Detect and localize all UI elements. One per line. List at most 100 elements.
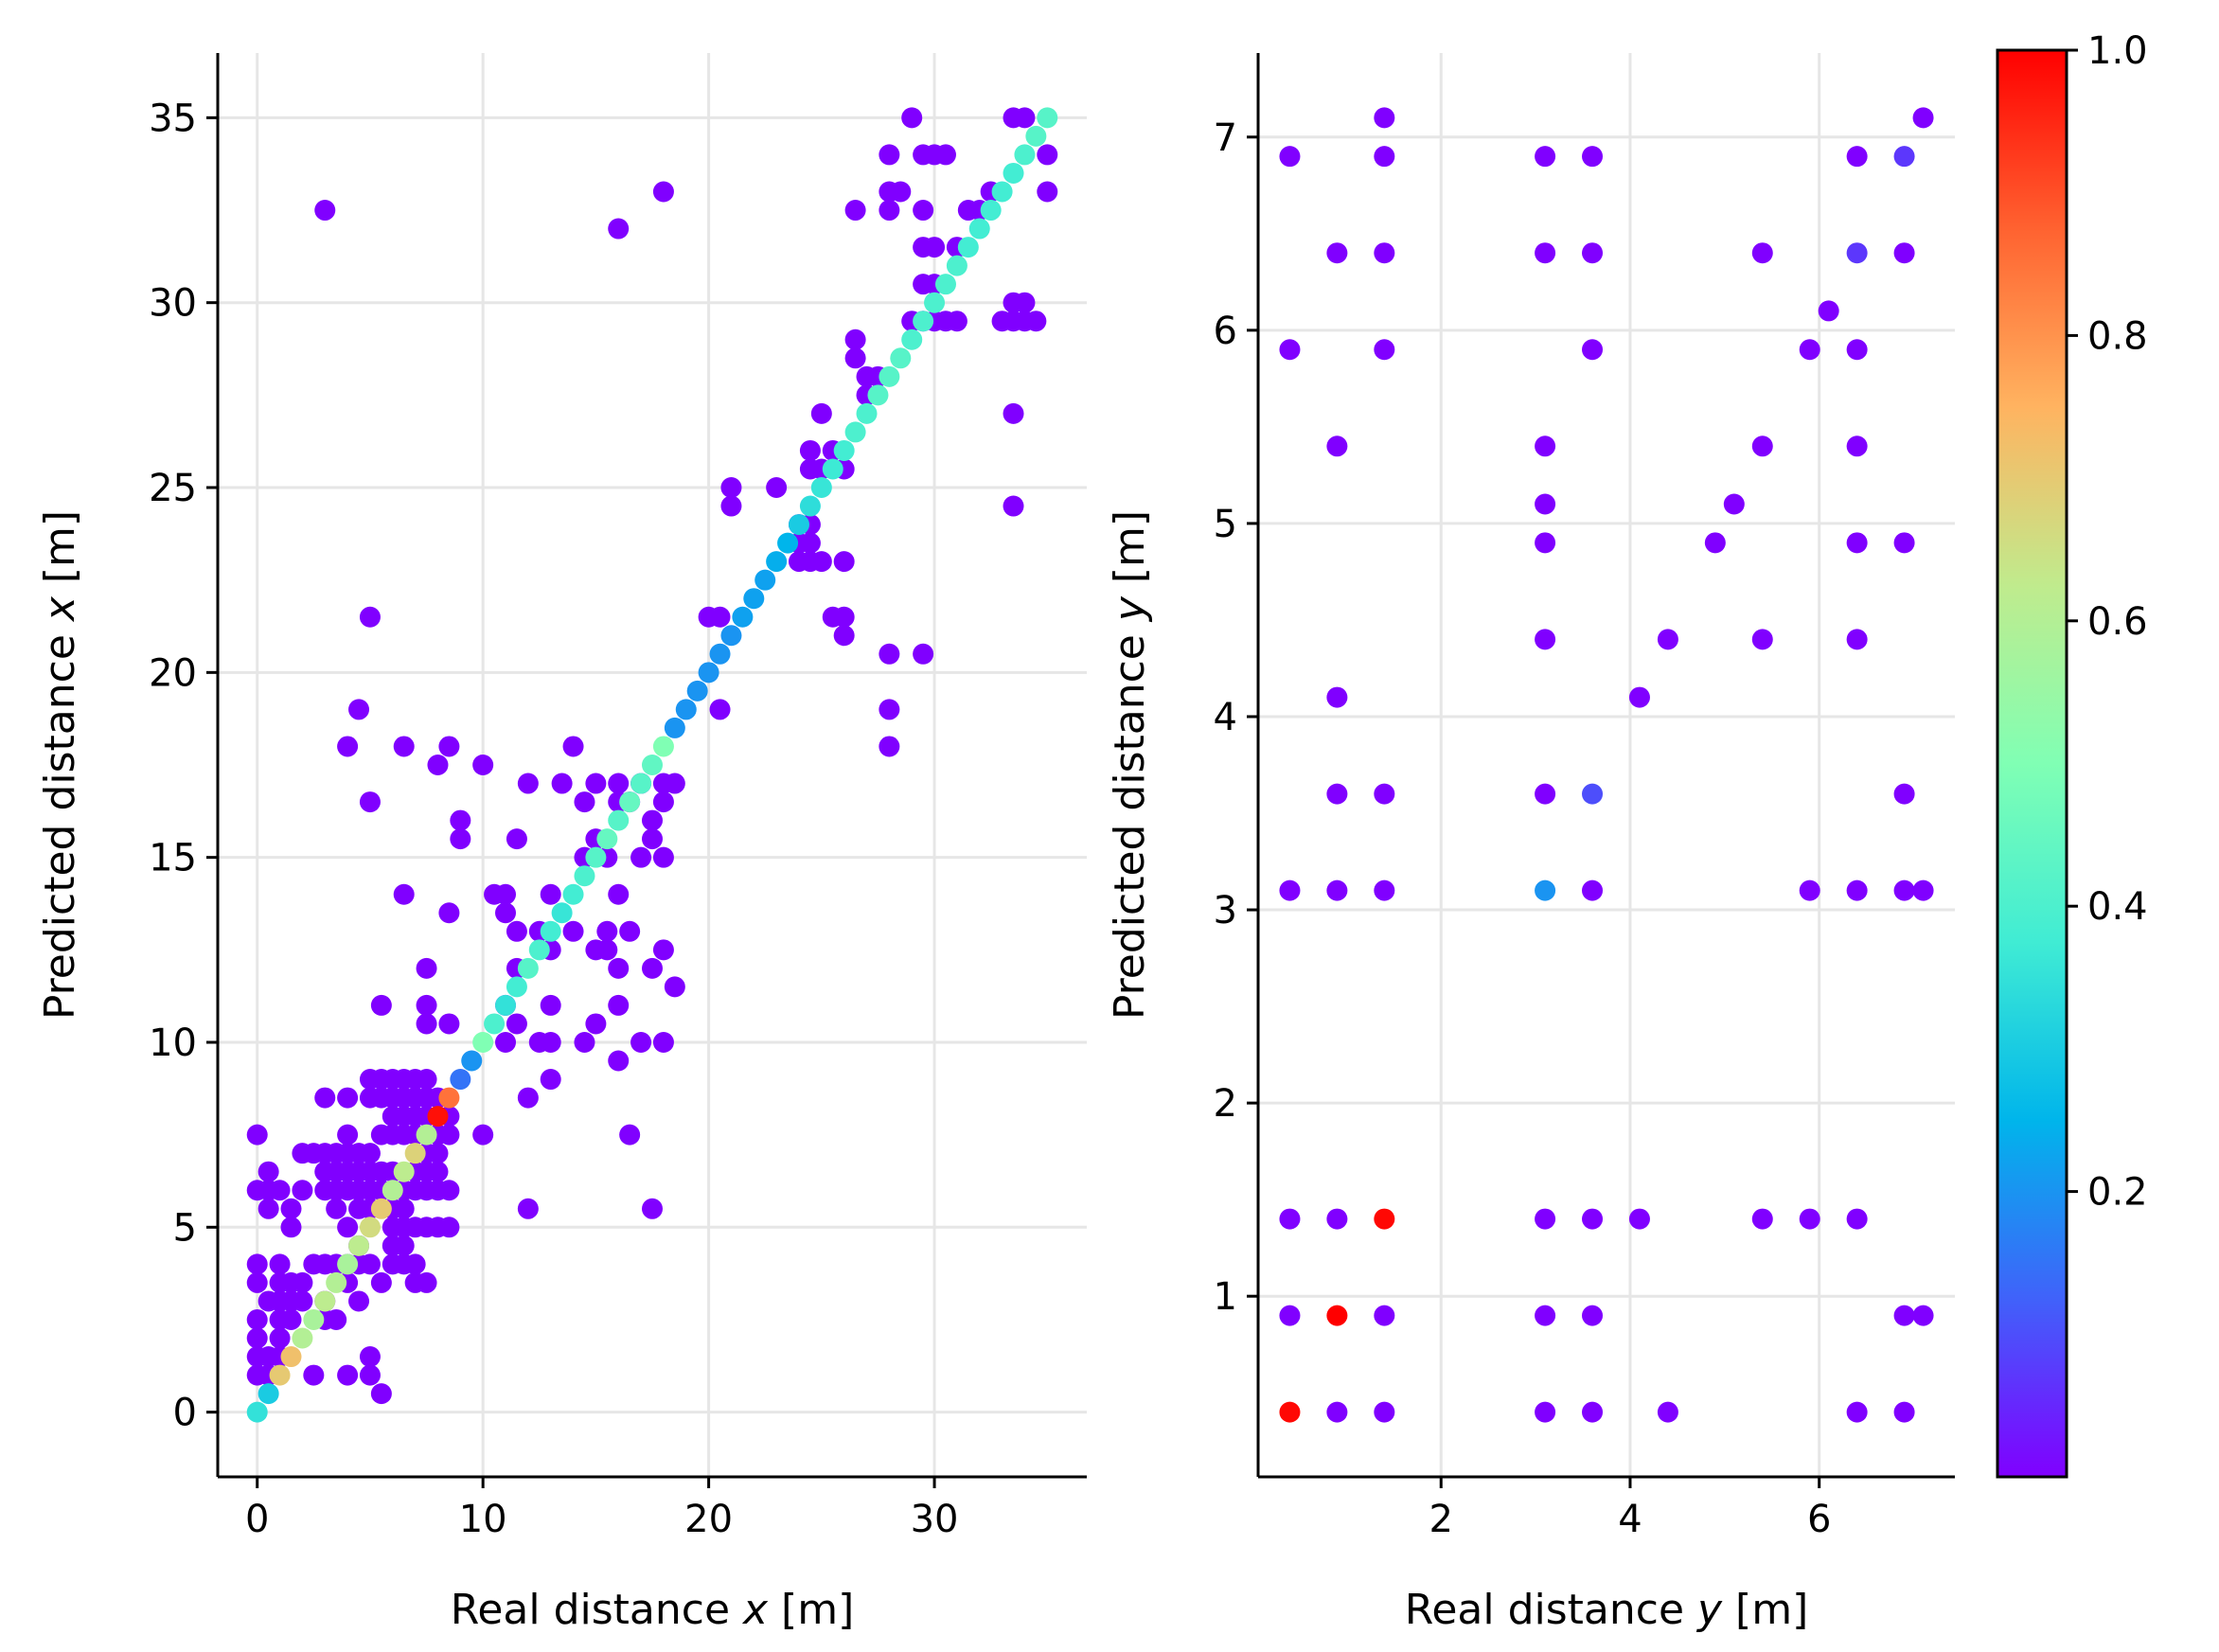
left-scatter-point: [506, 1013, 527, 1035]
right-scatter-point: [1535, 1401, 1556, 1423]
right-scatter-point: [1326, 1208, 1348, 1230]
left-scatter-point: [913, 200, 934, 222]
right-y-axis-label: Predicted distance y [m]: [1106, 510, 1154, 1020]
right-scatter-points: [1279, 107, 1934, 1423]
left-scatter-point: [427, 1143, 449, 1164]
colorbar-tick-label: 0.8: [2087, 314, 2148, 358]
left-diagonal-point: [720, 625, 742, 647]
left-diagonal-point: [957, 237, 979, 258]
left-x-tick-label: 0: [245, 1498, 269, 1541]
left-x-axis-label: Real distance x [m]: [451, 1586, 855, 1634]
left-diagonal-point: [393, 1161, 415, 1182]
right-scatter-point: [1326, 1305, 1348, 1326]
left-diagonal-point: [934, 274, 956, 295]
left-scatter-point: [506, 828, 527, 850]
left-scatter-point: [438, 1217, 460, 1238]
left-x-tick-label: 30: [911, 1498, 959, 1541]
left-scatter-point: [652, 791, 674, 813]
left-x-tick-label: 20: [684, 1498, 733, 1541]
left-scatter-point: [269, 1327, 291, 1349]
left-scatter-point: [901, 107, 923, 129]
left-diagonal-point: [630, 773, 652, 794]
left-scatter-point: [652, 181, 674, 203]
left-scatter-point: [1037, 144, 1058, 166]
left-diagonal-point: [314, 1290, 336, 1312]
left-diagonal-point: [913, 311, 934, 332]
right-scatter-point: [1279, 1208, 1301, 1230]
right-x-tick-label: 4: [1618, 1498, 1642, 1541]
right-scatter-point: [1751, 1208, 1773, 1230]
left-scatter-point: [766, 477, 788, 499]
left-scatter-point: [879, 200, 900, 222]
left-scatter-point: [280, 1308, 302, 1330]
left-scatter-point: [879, 699, 900, 720]
left-scatter-point: [879, 643, 900, 665]
left-scatter-point: [709, 606, 731, 628]
right-grid: [1258, 53, 1955, 1477]
right-scatter-point: [1326, 879, 1348, 901]
colorbar-tick-label: 0.4: [2087, 885, 2148, 929]
right-scatter-point: [1799, 879, 1820, 901]
left-scatter-point: [540, 883, 561, 905]
left-scatter-point: [574, 791, 595, 813]
right-scatter-point: [1582, 242, 1604, 264]
left-scatter-point: [495, 902, 517, 924]
left-scatter-point: [1003, 402, 1024, 424]
right-scatter-point: [1582, 1305, 1604, 1326]
right-scatter-point: [1535, 146, 1556, 168]
left-diagonal-point: [890, 347, 912, 369]
left-diagonal-point: [844, 421, 866, 443]
left-scatter-point: [427, 755, 449, 775]
left-scatter-point: [292, 1290, 313, 1312]
left-diagonal-point: [833, 439, 855, 461]
left-scatter-point: [642, 957, 663, 979]
left-scatter-point: [337, 1217, 359, 1238]
left-diagonal-point: [777, 532, 799, 554]
left-diagonal-point: [1025, 125, 1047, 147]
right-scatter-point: [1535, 532, 1556, 554]
left-scatter-point: [257, 1198, 279, 1219]
right-scatter-point: [1751, 629, 1773, 650]
right-scatter-point: [1374, 1305, 1395, 1326]
left-scatter-point: [359, 1364, 381, 1386]
left-scatter-point: [280, 1198, 302, 1219]
right-y-tick-label: 6: [1214, 310, 1237, 353]
left-diagonal-point: [472, 1031, 494, 1053]
right-scatter-point: [1751, 435, 1773, 457]
left-diagonal-point: [292, 1327, 313, 1349]
left-y-axis-label: Predicted distance x [m]: [36, 510, 84, 1020]
left-diagonal-point: [551, 902, 573, 924]
right-y-tick-label: 7: [1214, 116, 1237, 160]
left-scatter-point: [540, 1031, 561, 1053]
left-scatter-point: [416, 957, 437, 979]
left-diagonal-point: [675, 699, 697, 720]
left-scatter-point: [337, 1124, 359, 1146]
left-scatter-point: [810, 551, 832, 573]
left-scatter-point: [1014, 292, 1036, 313]
left-scatter-point: [450, 809, 471, 831]
left-scatter-point: [1003, 495, 1024, 517]
left-diagonal-point: [484, 1013, 506, 1035]
right-axes: [1256, 53, 1955, 1479]
left-scatter-point: [799, 532, 821, 554]
left-scatter-point: [450, 828, 471, 850]
right-scatter-point: [1912, 879, 1934, 901]
left-diagonal-point: [766, 551, 788, 573]
left-scatter-point: [630, 846, 652, 868]
left-scatter-point: [562, 920, 584, 942]
left-scatter-point: [314, 200, 336, 222]
right-y-tick-label: 2: [1214, 1082, 1237, 1126]
right-scatter-point: [1279, 879, 1301, 901]
left-y-tick-label: 35: [149, 97, 197, 140]
right-y-tick-label: 4: [1214, 696, 1237, 739]
left-diagonal-point: [642, 755, 663, 775]
left-y-tick-label: 30: [149, 282, 197, 326]
left-diagonal-point: [754, 569, 776, 591]
left-scatter-point: [326, 1308, 347, 1330]
right-scatter-point: [1893, 1305, 1915, 1326]
left-scatter-point: [879, 736, 900, 757]
left-scatter-point: [799, 439, 821, 461]
right-scatter-point: [1582, 1208, 1604, 1230]
left-scatter-point: [585, 1013, 607, 1035]
